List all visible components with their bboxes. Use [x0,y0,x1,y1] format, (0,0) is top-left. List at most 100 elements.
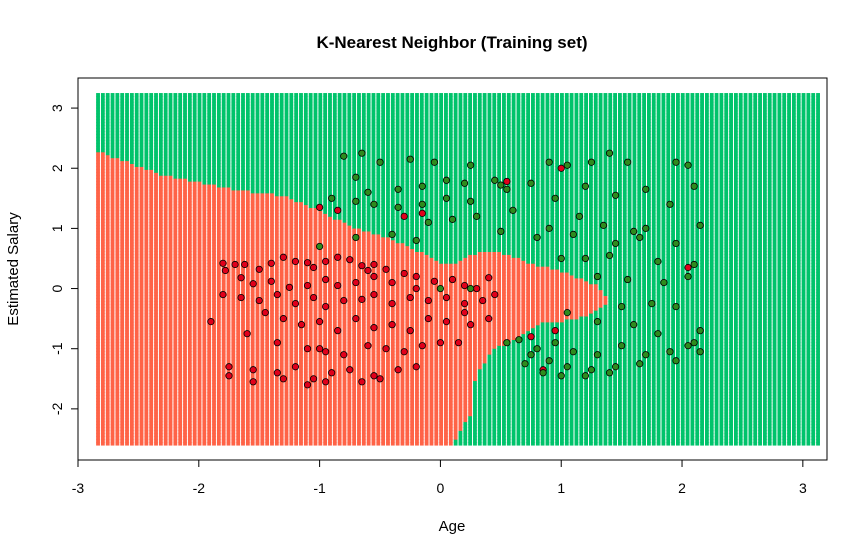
region-cell [183,131,187,135]
region-cell [173,160,178,165]
region-cell [187,321,192,326]
region-cell [115,204,120,209]
region-cell [125,134,129,138]
region-cell [173,324,178,329]
region-cell [125,436,129,440]
region-cell [115,248,120,252]
region-cell [134,210,139,214]
region-cell [100,424,105,428]
region-cell [100,442,105,446]
region-cell [115,336,120,340]
region-cell [158,254,163,258]
region-cell [173,101,178,106]
region-cell [115,298,120,302]
region-cell [163,342,168,346]
region-cell [144,163,149,167]
region-cell [173,380,178,384]
region-cell [183,148,187,153]
region-cell [163,359,168,364]
region-cell [110,186,115,191]
region-cell [129,304,134,308]
region-cell [183,333,187,338]
region-cell [154,139,158,144]
region-cell [115,310,120,314]
region-cell [178,186,183,191]
region-cell [192,286,197,291]
region-cell [178,330,183,335]
region-cell [125,374,129,379]
region-cell [168,239,173,244]
region-cell [115,374,120,379]
region-cell [125,169,129,173]
region-cell [168,166,173,170]
region-cell [187,374,192,379]
region-cell [120,119,125,123]
region-cell [100,251,105,255]
region-cell [178,230,183,235]
region-cell [154,342,158,346]
region-cell [120,312,125,317]
region-cell [158,93,163,97]
region-cell [105,157,110,162]
region-cell [125,98,129,103]
region-cell [120,101,125,106]
region-cell [125,427,129,431]
region-cell [163,251,168,255]
region-cell [129,263,134,267]
region-cell [100,178,105,182]
region-cell [120,342,125,346]
region-cell [100,263,105,267]
region-cell [154,154,158,159]
region-cell [105,113,110,118]
region-cell [96,424,100,428]
region-cell [139,257,144,261]
region-cell [96,181,100,185]
region-cell [178,134,183,138]
region-cell [158,365,163,370]
region-cell [178,95,183,100]
region-cell [173,301,178,305]
region-cell [163,137,168,141]
region-cell [139,436,144,440]
region-cell [100,371,105,376]
region-cell [110,192,115,197]
region-cell [149,160,154,165]
region-cell [115,195,120,200]
region-cell [168,192,173,197]
region-cell [173,304,178,308]
region-cell [129,151,134,156]
region-cell [149,386,154,390]
region-cell [110,433,115,437]
region-cell [96,242,100,247]
region-cell [163,169,168,173]
region-cell [144,148,149,153]
region-cell [149,110,154,115]
region-cell [120,269,125,273]
region-cell [183,436,187,440]
region-cell [187,271,192,276]
region-cell [149,163,154,167]
region-cell [120,230,125,235]
region-cell [96,386,100,390]
region-cell [144,207,149,211]
region-cell [178,122,183,126]
region-cell [154,380,158,384]
region-cell [134,116,139,121]
region-cell [154,318,158,323]
region-cell [134,192,139,197]
region-cell [100,280,105,285]
region-cell [96,403,100,408]
region-cell [173,310,178,314]
region-cell [144,436,149,440]
region-cell [134,371,139,376]
region-cell [120,98,125,103]
region-cell [96,216,100,220]
region-cell [163,131,168,135]
region-cell [183,389,187,393]
region-cell [105,295,110,299]
region-cell [187,442,192,446]
region-cell [163,134,168,138]
region-cell [139,406,144,411]
region-cell [115,342,120,346]
region-cell [149,409,154,414]
